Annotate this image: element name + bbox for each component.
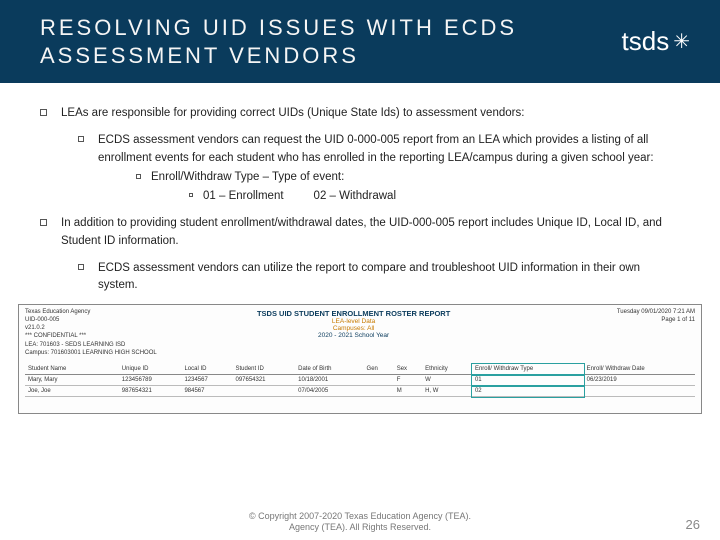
report-subtitle: LEA-level Data xyxy=(90,318,616,325)
table-row: Mary, Mary 123456789 1234567 097654321 1… xyxy=(25,375,695,386)
bullet-level-1: In addition to providing student enrollm… xyxy=(40,215,680,250)
bullet-text: Enroll/Withdraw Type – Type of event: 01… xyxy=(151,169,396,206)
report-code: UID-000-005 xyxy=(25,317,90,325)
report-confidential: *** CONFIDENTIAL *** xyxy=(25,333,90,341)
cell xyxy=(232,386,295,397)
slide-title: RESOLVING UID ISSUES WITH ECDS ASSESSMEN… xyxy=(40,14,517,69)
bullet-text: LEAs are responsible for providing corre… xyxy=(61,105,524,122)
bullet-text-span: ECDS assessment vendors can request the … xyxy=(98,134,654,163)
col-enroll-type: Enroll/ Withdraw Type xyxy=(472,364,584,375)
cell: W xyxy=(422,375,472,386)
table-row: Joe, Joe 987654321 984567 07/04/2005 M H… xyxy=(25,386,695,397)
slide-header: RESOLVING UID ISSUES WITH ECDS ASSESSMEN… xyxy=(0,0,720,83)
report-header-center: TSDS UID STUDENT ENROLLMENT ROSTER REPOR… xyxy=(90,309,616,340)
cell: M xyxy=(394,386,422,397)
report-title: TSDS UID STUDENT ENROLLMENT ROSTER REPOR… xyxy=(90,309,616,318)
report-agency: Texas Education Agency xyxy=(25,309,90,317)
col-student-id: Student ID xyxy=(232,364,295,375)
report-header-row: Texas Education Agency UID-000-005 v21.0… xyxy=(25,309,695,340)
cell: 987654321 xyxy=(119,386,182,397)
table-header-row: Student Name Unique ID Local ID Student … xyxy=(25,364,695,375)
bullet-square-icon xyxy=(40,219,47,226)
bullet-text: ECDS assessment vendors can request the … xyxy=(98,132,680,205)
report-header-right: Tuesday 09/01/2020 7:21 AM Page 1 of 11 xyxy=(617,309,695,340)
slide-content: LEAs are responsible for providing corre… xyxy=(0,83,720,294)
report-lea: LEA: 701603 - SEDS LEARNING ISD xyxy=(25,342,695,350)
bullet-square-icon xyxy=(189,193,193,197)
cell: 097654321 xyxy=(232,375,295,386)
cell: 07/04/2005 xyxy=(295,386,363,397)
col-sex: Sex xyxy=(394,364,422,375)
report-version: v21.0.2 xyxy=(25,325,90,333)
cell: 06/23/2019 xyxy=(584,375,695,386)
col-local-id: Local ID xyxy=(181,364,232,375)
report-table: Student Name Unique ID Local ID Student … xyxy=(25,364,695,397)
logo-star-icon: ✳ xyxy=(673,29,690,54)
cell xyxy=(364,386,394,397)
slide-footer: © Copyright 2007-2020 Texas Education Ag… xyxy=(0,511,720,534)
cell: F xyxy=(394,375,422,386)
logo-text: tsds xyxy=(622,26,670,57)
cell: 984567 xyxy=(181,386,232,397)
bullet-square-icon xyxy=(78,136,84,142)
cell: H, W xyxy=(422,386,472,397)
col-gen: Gen xyxy=(364,364,394,375)
cell: 02 xyxy=(472,386,584,397)
col-ethnicity: Ethnicity xyxy=(422,364,472,375)
title-line-2: ASSESSMENT VENDORS xyxy=(40,43,359,68)
report-date: Tuesday 09/01/2020 7:21 AM xyxy=(617,309,695,317)
bullet-level-4: 01 – Enrollment 02 – Withdrawal xyxy=(189,188,396,205)
title-line-1: RESOLVING UID ISSUES WITH ECDS xyxy=(40,15,517,40)
report-page: Page 1 of 11 xyxy=(617,317,695,325)
page-number: 26 xyxy=(686,517,700,532)
bullet-square-icon xyxy=(40,109,47,116)
report-screenshot: Texas Education Agency UID-000-005 v21.0… xyxy=(18,304,702,414)
bullet-text-span: 02 – Withdrawal xyxy=(314,190,396,202)
report-meta: LEA: 701603 - SEDS LEARNING ISD Campus: … xyxy=(25,342,695,358)
tsds-logo: tsds ✳ xyxy=(622,26,720,57)
bullet-square-icon xyxy=(78,264,84,270)
cell: 01 xyxy=(472,375,584,386)
bullet-square-icon xyxy=(136,174,141,179)
cell xyxy=(364,375,394,386)
cell xyxy=(584,386,695,397)
bullet-text-span: Enroll/Withdraw Type – Type of event: xyxy=(151,171,344,183)
col-enroll-date: Enroll/ Withdraw Date xyxy=(584,364,695,375)
footer-line: © Copyright 2007-2020 Texas Education Ag… xyxy=(0,511,720,523)
bullet-level-2: ECDS assessment vendors can request the … xyxy=(78,132,680,205)
col-unique-id: Unique ID xyxy=(119,364,182,375)
col-student-name: Student Name xyxy=(25,364,119,375)
bullet-text: ECDS assessment vendors can utilize the … xyxy=(98,260,680,295)
report-subtitle: 2020 - 2021 School Year xyxy=(90,332,616,339)
cell: 123456789 xyxy=(119,375,182,386)
report-subtitle: Campuses: All xyxy=(90,325,616,332)
bullet-text: In addition to providing student enrollm… xyxy=(61,215,680,250)
bullet-level-3: Enroll/Withdraw Type – Type of event: 01… xyxy=(136,169,680,206)
cell: Joe, Joe xyxy=(25,386,119,397)
bullet-level-1: LEAs are responsible for providing corre… xyxy=(40,105,680,122)
report-header-left: Texas Education Agency UID-000-005 v21.0… xyxy=(25,309,90,340)
bullet-level-2: ECDS assessment vendors can utilize the … xyxy=(78,260,680,295)
footer-line: Agency (TEA). All Rights Reserved. xyxy=(289,522,431,532)
cell: 1234567 xyxy=(181,375,232,386)
bullet-text-span: 01 – Enrollment xyxy=(203,188,284,205)
col-dob: Date of Birth xyxy=(295,364,363,375)
cell: Mary, Mary xyxy=(25,375,119,386)
report-campus: Campus: 701603001 LEARNING HIGH SCHOOL xyxy=(25,350,695,358)
cell: 10/18/2001 xyxy=(295,375,363,386)
